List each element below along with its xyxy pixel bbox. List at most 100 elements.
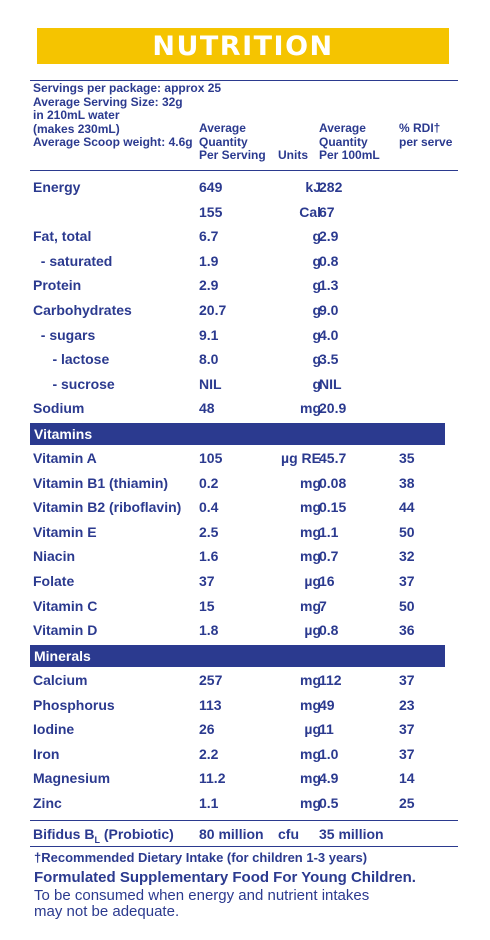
nutrient-name: Vitamin B1 (thiamin) xyxy=(33,474,169,491)
rdi-value: 37 xyxy=(399,672,415,688)
per-serving-value: 1.8 xyxy=(199,622,219,639)
rdi-value: 36 xyxy=(399,622,415,639)
unit-value: Cal xyxy=(299,203,321,220)
nutrient-name: Fat, total xyxy=(33,228,92,245)
table-row: Vitamin D 1.8 µg 0.8 36 xyxy=(33,618,458,642)
per-serving-value: 1.1 xyxy=(199,795,219,811)
probiotic-row: Bifidus BL (Probiotic) 80 million cfu 35… xyxy=(33,822,458,846)
table-row: Energy 649 kJ 282 xyxy=(33,175,458,199)
per-serving-value: 26 xyxy=(199,721,215,738)
formulated-statement: Formulated Supplementary Food For Young … xyxy=(34,869,416,886)
per-100ml-value: 67 xyxy=(319,203,335,220)
unit-value: g xyxy=(312,351,321,368)
table-row: Sodium 48 mg 20.9 xyxy=(33,396,458,420)
servings-per-package: Servings per package: approx 25 xyxy=(33,81,222,95)
table-row: Carbohydrates 20.7 g 9.0 xyxy=(33,298,458,322)
per-100ml-value: 11 xyxy=(319,721,334,738)
nutrient-name: Iron xyxy=(33,745,60,762)
per-100ml-value: NIL xyxy=(319,375,342,392)
rdi-value: 38 xyxy=(399,474,415,491)
per-serving-value: 0.2 xyxy=(199,474,219,491)
rdi-footnote: †Recommended Dietary Intake (for childre… xyxy=(34,850,368,865)
per-100ml-header-line2: Quantity xyxy=(319,134,368,149)
per-serving-value: 11.2 xyxy=(199,770,226,787)
unit-value: mg xyxy=(300,696,321,713)
per-serving-value: 20.7 xyxy=(199,302,227,318)
rdi-value: 37 xyxy=(399,573,415,589)
per-serving-value: 257 xyxy=(199,672,223,688)
per-100ml-value: 7 xyxy=(319,597,327,614)
rdi-header-line2: per serve xyxy=(399,134,453,149)
rdi-value: 32 xyxy=(399,548,415,565)
unit-value: µg xyxy=(304,721,321,738)
table-row: 155 Cal 67 xyxy=(33,200,458,224)
probiotic-unit: cfu xyxy=(278,826,299,842)
rdi-value: 23 xyxy=(399,696,415,713)
probiotic-rule-top xyxy=(30,820,458,821)
per-serving-value: 155 xyxy=(199,203,223,220)
serving-info: Servings per package: approx 25 Average … xyxy=(33,81,222,150)
per-100ml-header-line1: Average xyxy=(319,121,366,135)
per-serving-value: 649 xyxy=(199,179,223,195)
per-serving-value: 2.9 xyxy=(199,277,219,294)
per-serving-value: 1.9 xyxy=(199,252,219,269)
table-header: Servings per package: approx 25 Average … xyxy=(33,81,463,172)
per-serving-value: 15 xyxy=(199,597,215,614)
per-100ml-value: 1.3 xyxy=(319,277,339,294)
rdi-value: 44 xyxy=(399,499,415,516)
unit-value: µg xyxy=(304,573,321,589)
probiotic-name-main: Bifidus B xyxy=(33,826,95,842)
unit-value: g xyxy=(312,302,321,318)
nutrient-name: - sucrose xyxy=(33,375,115,392)
table-row: Iodine 26 µg 11 37 xyxy=(33,717,458,741)
title-banner: NUTRITION INFORMATION xyxy=(37,28,449,99)
table-row: Vitamin A 105 µg RE 45.7 35 xyxy=(33,446,458,470)
per-100ml-value: 112 xyxy=(319,672,342,688)
per-100ml-value: 16 xyxy=(319,573,335,589)
in-water: in 210mL water xyxy=(33,108,120,122)
consumption-advice-line2: may not be adequate. xyxy=(34,903,180,920)
per-100ml-value: 4.0 xyxy=(319,326,339,343)
per-serving-value: 2.2 xyxy=(199,745,219,762)
nutrient-name: Niacin xyxy=(33,548,76,565)
nutrient-name: Vitamin C xyxy=(33,597,98,614)
per-100ml-value: 3.5 xyxy=(319,351,339,368)
per-100ml-header-line3: Per 100mL xyxy=(319,148,380,162)
table-row: Protein 2.9 g 1.3 xyxy=(33,273,458,297)
probiotic-subscript: L xyxy=(94,834,100,845)
unit-value: g xyxy=(312,228,321,245)
table-row: - sugars 9.1 g 4.0 xyxy=(33,323,458,347)
per-100ml-value: 0.08 xyxy=(319,474,347,491)
unit-value: mg xyxy=(300,548,321,565)
unit-value: mg xyxy=(300,499,321,516)
nutrient-name: Zinc xyxy=(33,795,62,811)
per-100ml-value: 20.9 xyxy=(319,400,347,417)
per-100ml-value: 2.9 xyxy=(319,228,339,245)
nutrient-name: Vitamin D xyxy=(33,622,98,639)
unit-value: mg xyxy=(300,672,321,688)
per-100ml-value: 0.7 xyxy=(319,548,339,565)
unit-value: mg xyxy=(300,795,321,811)
per-serving-value: 113 xyxy=(199,696,222,713)
rdi-value: 50 xyxy=(399,523,415,540)
per-100ml-value: 45.7 xyxy=(319,450,347,466)
unit-value: g xyxy=(312,252,321,269)
per-serving-value: 48 xyxy=(199,400,215,417)
nutrient-name: Sodium xyxy=(33,400,85,417)
probiotic-serving: 80 million xyxy=(199,826,264,842)
nutrient-name: Iodine xyxy=(33,721,75,738)
unit-value: mg xyxy=(300,523,321,540)
nutrient-name: Energy xyxy=(33,179,81,195)
per-serving-value: 2.5 xyxy=(199,523,219,540)
per-100ml-value: 49 xyxy=(319,696,335,713)
nutrient-name: Protein xyxy=(33,277,82,294)
scoop-weight: Average Scoop weight: 4.6g xyxy=(33,135,193,149)
rdi-value: 50 xyxy=(399,597,415,614)
title-text: NUTRITION INFORMATION xyxy=(127,31,359,99)
table-row: Magnesium 11.2 mg 4.9 14 xyxy=(33,766,458,790)
per-serving-value: 1.6 xyxy=(199,548,219,565)
minerals-section-header: Minerals xyxy=(30,645,445,667)
unit-value: mg xyxy=(300,745,321,762)
unit-value: mg xyxy=(300,597,321,614)
probiotic-name: Bifidus BL (Probiotic) xyxy=(33,822,174,852)
